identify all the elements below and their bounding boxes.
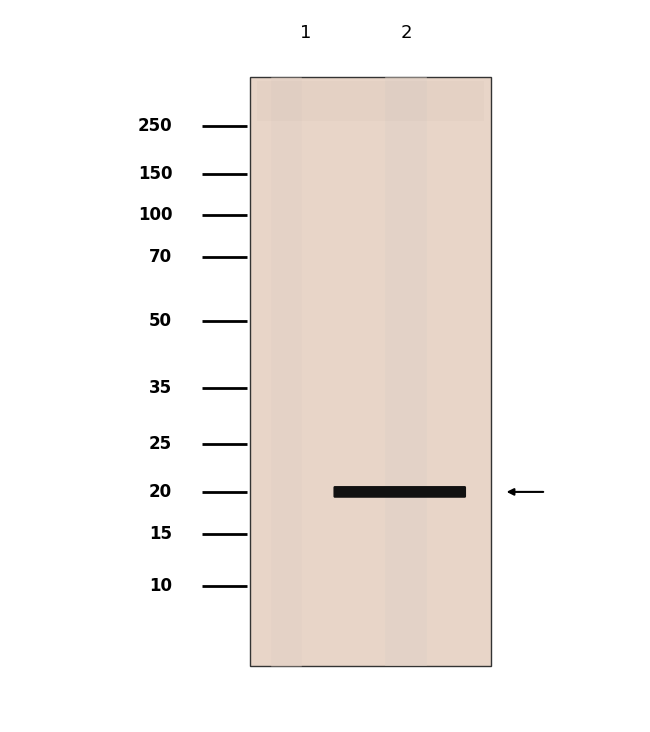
Text: 50: 50 [150,313,172,330]
Text: 15: 15 [150,525,172,542]
Text: 70: 70 [149,248,172,266]
Text: 100: 100 [138,206,172,224]
Text: 20: 20 [149,483,172,501]
Text: 1: 1 [300,24,311,42]
Text: 2: 2 [400,24,412,42]
Bar [250,77,491,666]
Text: 150: 150 [138,165,172,183]
Text: 250: 250 [138,117,172,135]
Text: 25: 25 [149,436,172,453]
FancyBboxPatch shape [333,486,466,498]
Text: 10: 10 [150,577,172,594]
Text: 35: 35 [149,379,172,397]
Bar [257,81,484,121]
